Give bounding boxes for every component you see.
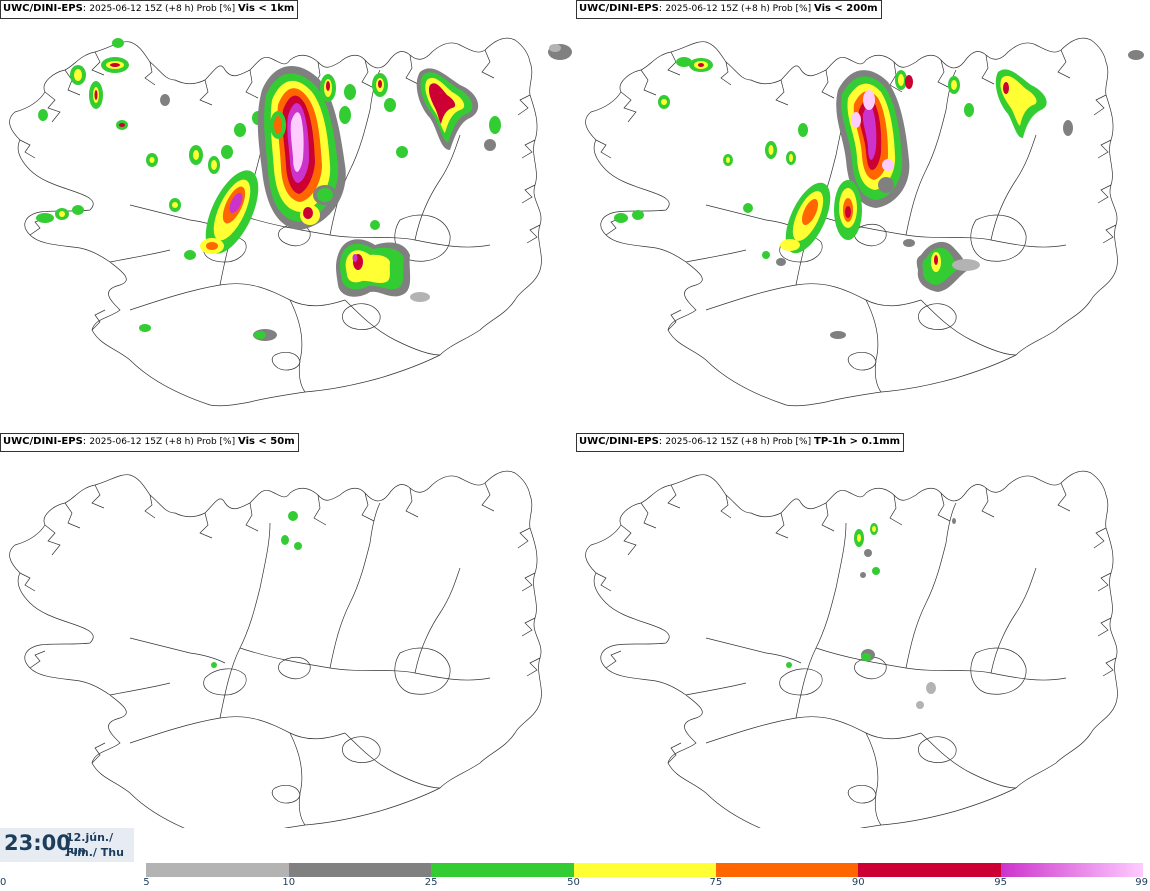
legend-band	[715, 863, 859, 877]
probability-legend: 0 5 10 25 50 75 90 95 99	[0, 860, 1150, 891]
probability-fields	[211, 511, 302, 668]
iceland-map	[9, 37, 572, 407]
legend-tick-label: 95	[994, 877, 1007, 888]
legend-tick-label: 25	[424, 877, 438, 888]
legend-tick-label: 99	[1135, 877, 1148, 888]
legend-band	[288, 863, 432, 877]
legend-band	[146, 863, 289, 877]
legend-tick-label: 10	[282, 877, 296, 888]
legend-band	[1000, 863, 1143, 877]
iceland-map	[9, 470, 542, 828]
map-panel-vis-1km: UWC/DINI-EPS: 2025-06-12 15Z (+8 h) Prob…	[0, 0, 574, 430]
legend-tick-label: 50	[567, 877, 580, 888]
panel-title: UWC/DINI-EPS: 2025-06-12 15Z (+8 h) Prob…	[0, 0, 299, 19]
legend-tick-label: 5	[143, 877, 150, 888]
iceland-map	[585, 37, 1144, 407]
probability-fields	[36, 38, 572, 341]
legend-tick-label: 75	[709, 877, 723, 888]
panel-title: UWC/DINI-EPS: 2025-06-12 15Z (+8 h) Prob…	[0, 433, 299, 452]
map-panel-vis-200m: UWC/DINI-EPS: 2025-06-12 15Z (+8 h) Prob…	[576, 0, 1150, 430]
probability-fields	[614, 50, 1144, 339]
valid-date-line2: Fim./ Thu	[66, 846, 124, 859]
valid-time-box: 23:00 12.jún./ Jun Fim./ Thu	[0, 828, 134, 862]
map-panel-vis-50m: UWC/DINI-EPS: 2025-06-12 15Z (+8 h) Prob…	[0, 433, 574, 863]
legend-tick-label: 90	[851, 877, 865, 888]
probability-fields	[786, 518, 956, 709]
iceland-map	[585, 470, 1118, 828]
legend-tick-label: 0	[0, 877, 7, 888]
valid-date-line1: 12.jún./ Jun	[66, 831, 114, 857]
legend-band	[858, 863, 1001, 877]
map-panel-tp-1h: UWC/DINI-EPS: 2025-06-12 15Z (+8 h) Prob…	[576, 433, 1150, 863]
legend-band	[573, 863, 716, 877]
legend-band	[431, 863, 574, 877]
valid-time: 23:00	[4, 831, 71, 855]
panel-title: UWC/DINI-EPS: 2025-06-12 15Z (+8 h) Prob…	[576, 433, 905, 452]
panel-title: UWC/DINI-EPS: 2025-06-12 15Z (+8 h) Prob…	[576, 0, 882, 19]
